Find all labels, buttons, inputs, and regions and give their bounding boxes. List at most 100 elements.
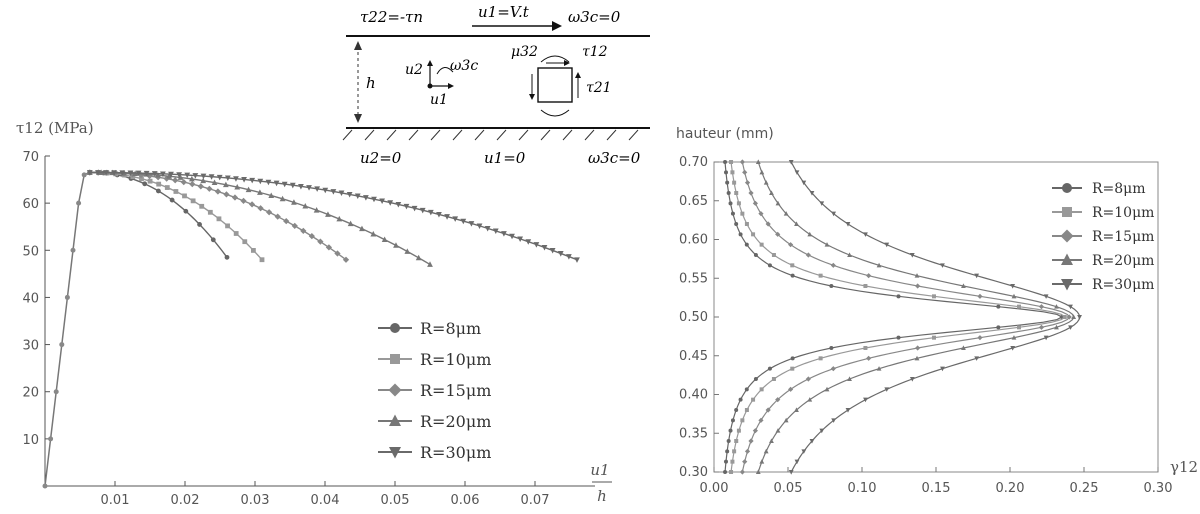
strain-data-point bbox=[739, 159, 745, 165]
stress-data-point bbox=[452, 216, 459, 222]
strain-data-point bbox=[729, 160, 734, 164]
elastic-branch-point bbox=[53, 389, 59, 395]
strain-data-point bbox=[915, 283, 921, 289]
strain-data-point bbox=[914, 273, 920, 278]
mu32-label: μ32 bbox=[511, 44, 538, 60]
strain-data-point bbox=[744, 448, 751, 454]
stress-data-point bbox=[233, 176, 239, 182]
strain-data-point bbox=[723, 459, 728, 464]
strain-data-point bbox=[845, 222, 851, 227]
stress-data-point bbox=[189, 180, 196, 188]
strain-data-point bbox=[961, 283, 966, 288]
strain-data-point bbox=[775, 428, 781, 433]
stress-data-point bbox=[135, 170, 142, 177]
stress-data-point bbox=[224, 175, 231, 182]
stress-data-point bbox=[86, 170, 93, 176]
stress-data-point bbox=[95, 170, 101, 176]
right-y-tick-label: 0.30 bbox=[679, 465, 708, 480]
stress-data-point bbox=[216, 216, 222, 222]
left-x-tick-label: 0.02 bbox=[171, 493, 200, 508]
strain-data-point bbox=[723, 170, 728, 175]
strain-data-point bbox=[974, 356, 980, 361]
rotation-arc-icon bbox=[436, 67, 454, 75]
stress-data-point bbox=[248, 201, 256, 208]
strain-data-point bbox=[909, 377, 915, 382]
stress-data-point bbox=[298, 183, 304, 190]
strain-data-point bbox=[819, 201, 825, 206]
strain-data-point bbox=[726, 191, 731, 195]
strain-data-point bbox=[830, 262, 836, 268]
u1-arrowhead bbox=[448, 83, 454, 89]
strain-data-point bbox=[769, 190, 774, 195]
stress-data-point bbox=[460, 218, 467, 225]
u2-label: u2 bbox=[405, 62, 423, 78]
stress-data-point bbox=[322, 187, 329, 194]
strain-data-point bbox=[940, 366, 945, 372]
stress-data-point bbox=[359, 225, 365, 232]
strain-data-point bbox=[884, 242, 890, 248]
stress-data-point bbox=[177, 174, 184, 180]
stress-data-point bbox=[142, 181, 148, 187]
strain-chart: hauteur (mm) γ12 0.00 0.05 0.10 0.15 0.20 0.2… bbox=[676, 126, 1198, 496]
strain-data-point bbox=[788, 242, 794, 248]
strain-data-point bbox=[974, 273, 980, 279]
height-label: h bbox=[366, 74, 376, 92]
stress-data-point bbox=[224, 254, 230, 260]
bottom-right-condition: ω3c=0 bbox=[588, 149, 641, 167]
stress-data-point bbox=[146, 172, 153, 180]
strain-data-point bbox=[736, 201, 741, 206]
stress-data-point bbox=[347, 220, 354, 227]
strain-data-point bbox=[884, 387, 890, 392]
stress-data-point bbox=[147, 178, 153, 184]
stress-data-point bbox=[415, 254, 422, 261]
stress-data-point bbox=[283, 217, 290, 225]
stress-data-point bbox=[273, 180, 280, 187]
stress-data-point bbox=[484, 225, 491, 232]
left-x-tick-label: 0.03 bbox=[241, 493, 270, 508]
strain-data-point bbox=[807, 231, 813, 237]
bottom-left-condition: u2=0 bbox=[360, 149, 402, 167]
stress-data-point bbox=[156, 188, 161, 194]
strain-data-point bbox=[738, 397, 743, 402]
strain-data-point bbox=[809, 439, 815, 444]
strain-data-point bbox=[977, 335, 983, 341]
strain-data-point bbox=[1038, 304, 1045, 310]
strain-data-point bbox=[847, 252, 852, 257]
strain-data-point bbox=[783, 211, 789, 216]
strain-data-point bbox=[775, 397, 781, 403]
strain-data-point bbox=[801, 180, 807, 186]
stress-data-point bbox=[265, 179, 272, 186]
stress-data-point bbox=[342, 256, 350, 263]
strain-data-point bbox=[829, 284, 834, 288]
stress-data-point bbox=[139, 176, 144, 182]
left-legend-marker bbox=[389, 414, 401, 426]
strain-data-point bbox=[794, 407, 799, 412]
stress-data-point bbox=[143, 170, 150, 177]
strain-data-point bbox=[961, 345, 966, 350]
strain-data-point bbox=[753, 377, 758, 381]
strain-data-point bbox=[790, 273, 795, 278]
strain-data-point bbox=[1011, 335, 1017, 340]
strain-data-point bbox=[751, 232, 756, 237]
strain-data-point bbox=[790, 366, 795, 371]
strain-series-line bbox=[757, 161, 1075, 473]
strain-data-point bbox=[767, 366, 772, 371]
strain-data-point bbox=[758, 211, 764, 217]
strain-data-point bbox=[758, 417, 764, 423]
hatch-line bbox=[496, 129, 507, 141]
stress-data-point bbox=[363, 195, 369, 201]
left-legend: R=8μm R=10μm R=15μm R=20μm R=30μm bbox=[378, 319, 491, 462]
stress-data-point bbox=[313, 207, 320, 213]
elastic-branch-point bbox=[70, 247, 76, 253]
stress-data-point bbox=[210, 237, 216, 243]
stress-data-point bbox=[207, 209, 213, 215]
hatch-line bbox=[474, 129, 485, 141]
stress-data-point bbox=[300, 227, 307, 235]
strain-data-point bbox=[1071, 314, 1077, 319]
right-y-axis-label: hauteur (mm) bbox=[676, 126, 774, 142]
strain-data-point bbox=[736, 428, 741, 433]
right-legend-label: R=15μm bbox=[1092, 229, 1154, 245]
strain-data-point bbox=[1068, 325, 1073, 330]
strain-data-point bbox=[1016, 325, 1021, 330]
strain-data-point bbox=[1043, 294, 1049, 299]
